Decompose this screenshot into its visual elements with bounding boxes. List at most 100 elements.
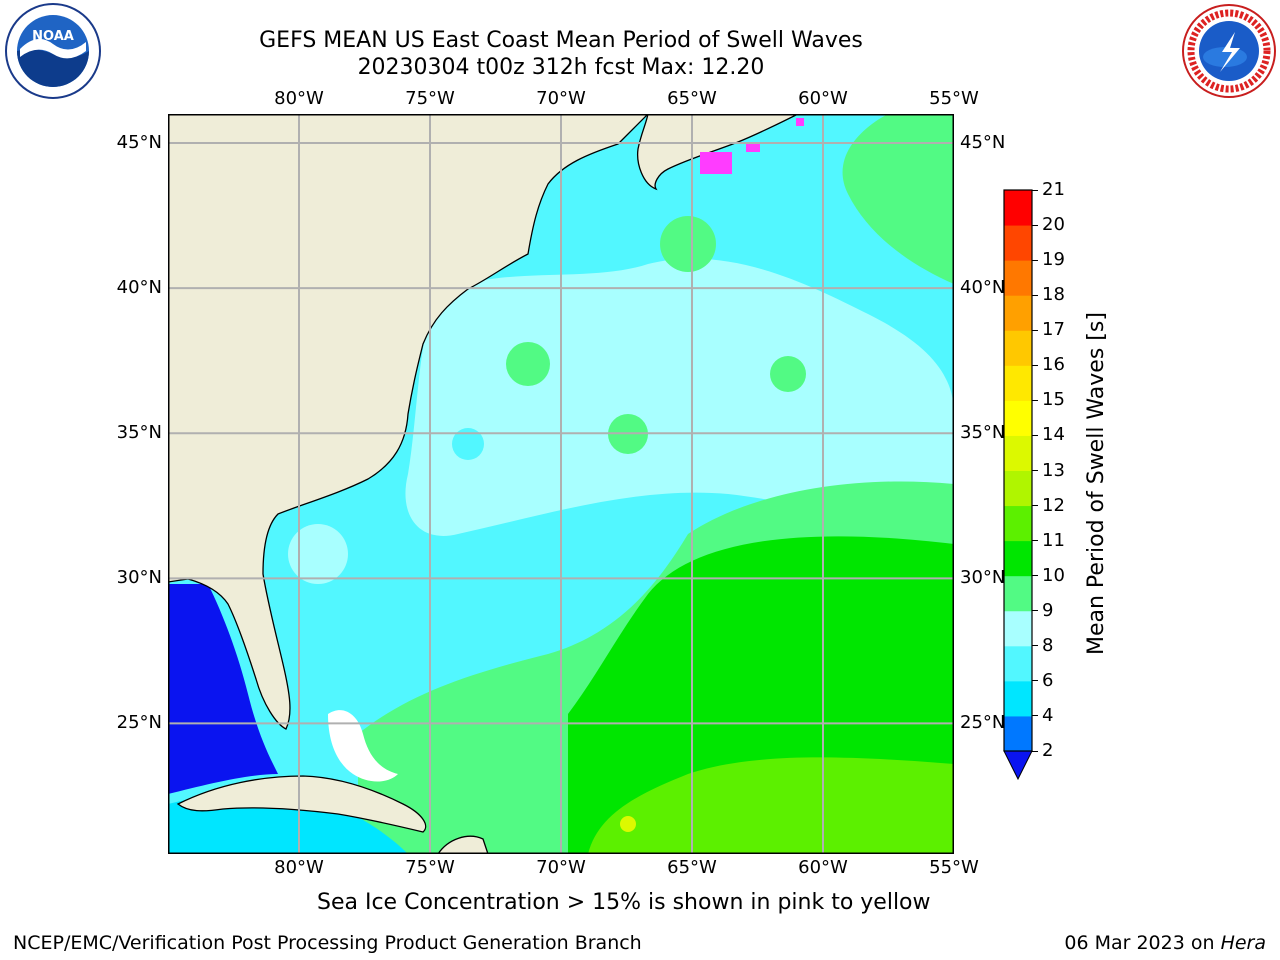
lat-tick-label: 45°N	[116, 132, 162, 154]
graticule	[168, 114, 954, 854]
colorbar-tick-mark	[1032, 470, 1038, 471]
colorbar-box	[1004, 680, 1032, 717]
colorbar-tick-label: 8	[1042, 634, 1054, 656]
nws-logo-icon	[1180, 2, 1278, 100]
colorbar-box	[1004, 295, 1032, 331]
colorbar-tick-mark	[1032, 364, 1038, 366]
swell-patch	[452, 428, 484, 460]
swell-patch	[288, 524, 348, 584]
colorbar-tick-label: 20	[1042, 214, 1065, 236]
colorbar-tick-label: 12	[1042, 494, 1065, 516]
hispaniola-land	[437, 835, 489, 854]
colorbar-box	[1004, 645, 1032, 682]
lat-tick-label: 35°N	[960, 422, 1006, 444]
colorbar-box	[1004, 435, 1032, 471]
sea-ice-patch	[796, 118, 804, 126]
lon-tick-label: 65°W	[667, 88, 717, 109]
colorbar-tick-label: 4	[1042, 704, 1054, 726]
colorbar-box	[1004, 190, 1032, 226]
swell-zone-9-10s	[842, 114, 954, 284]
run-date-text: 06 Mar 2023 on	[1064, 932, 1221, 954]
colorbar-tick-mark	[1032, 750, 1038, 752]
bahamas-banks	[328, 710, 398, 782]
sea-ice-patch	[700, 152, 732, 174]
colorbar-tick-mark	[1032, 715, 1038, 717]
colorbar-box	[1004, 330, 1032, 366]
lat-tick-label: 25°N	[116, 712, 162, 734]
colorbar-tick-mark	[1032, 645, 1038, 647]
run-date: 06 Mar 2023 on Hera	[1064, 932, 1266, 954]
colorbar-tick-mark	[1032, 224, 1038, 226]
colorbar-tick-label: 11	[1042, 529, 1065, 551]
north-america-land	[168, 114, 649, 730]
svg-text:NOAA: NOAA	[32, 29, 74, 44]
colorbar-tick-label: 9	[1042, 599, 1054, 621]
lon-tick-label: 80°W	[274, 857, 324, 878]
lon-tick-label: 80°W	[274, 88, 324, 109]
lon-tick-label: 75°W	[405, 88, 455, 109]
machine-name: Hera	[1220, 932, 1266, 954]
lon-tick-label: 60°W	[798, 88, 848, 109]
colorbar-tick-mark	[1032, 434, 1038, 436]
map-plot	[168, 114, 954, 854]
lon-tick-label: 65°W	[667, 857, 717, 878]
colorbar-tick-label: 16	[1042, 354, 1065, 376]
swell-zone-4-6s-caribbean	[168, 794, 408, 854]
colorbar-label: Mean Period of Swell Waves [s]	[1084, 312, 1109, 655]
lon-tick-label: 70°W	[536, 88, 586, 109]
lat-tick-label: 45°N	[960, 132, 1006, 154]
colorbar-box	[1004, 610, 1032, 647]
cuba-land	[176, 775, 427, 833]
colorbar-box	[1004, 470, 1032, 507]
sea-ice-patch	[746, 144, 760, 152]
colorbar-tick-mark	[1032, 680, 1038, 682]
chart-subtitle: 20230304 t00z 312h fcst Max: 12.20	[357, 55, 765, 80]
colorbar-tick-mark	[1032, 189, 1038, 191]
colorbar-box	[1004, 225, 1032, 261]
lon-tick-label: 55°W	[929, 88, 979, 109]
map-frame	[168, 114, 954, 854]
colorbar-tick-label: 2	[1042, 740, 1054, 761]
swell-zone-2-4s-gulf	[168, 584, 278, 794]
maritimes-land	[637, 114, 799, 191]
colorbar-tick-label: 15	[1042, 389, 1065, 411]
colorbar-tick-mark	[1032, 540, 1038, 542]
colorbar	[1003, 189, 1033, 781]
sea-ice-note: Sea Ice Concentration > 15% is shown in …	[317, 890, 931, 915]
colorbar-tick-label: 18	[1042, 284, 1065, 306]
colorbar-tick-label: 13	[1042, 459, 1065, 481]
branch-credit: NCEP/EMC/Verification Post Processing Pr…	[13, 932, 642, 954]
colorbar-tick-label: 14	[1042, 424, 1065, 446]
colorbar-tick-mark	[1032, 259, 1038, 261]
lat-tick-label: 30°N	[116, 567, 162, 589]
swell-zone-8-9s	[405, 258, 954, 544]
colorbar-tick-mark	[1032, 294, 1038, 296]
lon-tick-label: 55°W	[929, 857, 979, 878]
colorbar-box	[1004, 505, 1032, 542]
swell-patch	[620, 816, 636, 832]
swell-patch	[770, 356, 806, 392]
swell-patch	[660, 216, 716, 272]
colorbar-tick-label: 21	[1042, 179, 1065, 200]
lat-tick-label: 35°N	[116, 422, 162, 444]
colorbar-tick-mark	[1032, 610, 1038, 612]
colorbar-box	[1004, 260, 1032, 296]
colorbar-tick-mark	[1032, 329, 1038, 331]
colorbar-tick-label: 10	[1042, 564, 1065, 586]
colorbar-box	[1004, 400, 1032, 436]
colorbar-tick-label: 17	[1042, 319, 1065, 341]
lat-tick-label: 40°N	[960, 277, 1006, 299]
colorbar-tick-label: 19	[1042, 249, 1065, 271]
colorbar-box	[1004, 715, 1032, 752]
swell-patch	[506, 342, 550, 386]
colorbar-box	[1004, 365, 1032, 401]
swell-zone-11-12s	[588, 757, 954, 854]
colorbar-tick-mark	[1032, 505, 1038, 507]
lat-tick-label: 25°N	[960, 712, 1006, 734]
chart-title: GEFS MEAN US East Coast Mean Period of S…	[259, 28, 863, 53]
lon-tick-label: 75°W	[405, 857, 455, 878]
colorbar-tick-mark	[1032, 575, 1038, 577]
lat-tick-label: 30°N	[960, 567, 1006, 589]
colorbar-tick-mark	[1032, 399, 1038, 401]
colorbar-tick-label: 6	[1042, 669, 1054, 691]
